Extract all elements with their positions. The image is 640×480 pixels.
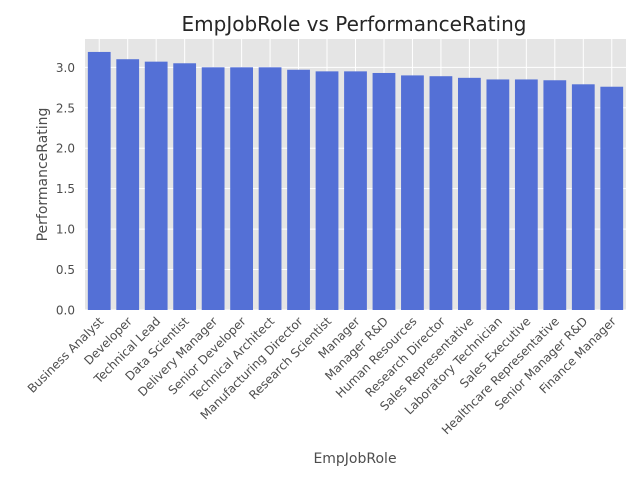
bar <box>600 86 624 310</box>
y-tick-label: 0.5 <box>56 263 75 277</box>
bar <box>458 77 481 310</box>
y-tick-label: 1.0 <box>56 223 75 237</box>
bar <box>571 84 595 311</box>
bar <box>372 72 396 310</box>
y-tick-label: 2.5 <box>56 101 75 115</box>
bar <box>543 80 567 310</box>
bar <box>287 69 310 310</box>
bar <box>514 79 538 311</box>
y-tick-label: 1.5 <box>56 182 75 196</box>
x-axis-label: EmpJobRole <box>313 451 396 467</box>
chart-title: EmpJobRole vs PerformanceRating <box>182 12 527 36</box>
y-tick-labels: 0.0 0.5 1.0 1.5 2.0 2.5 3.0 <box>56 61 75 318</box>
bar <box>344 71 367 310</box>
y-tick-label: 2.0 <box>56 142 75 156</box>
bars <box>87 51 624 311</box>
bar <box>173 63 197 310</box>
bar <box>116 59 140 311</box>
bar <box>429 76 453 310</box>
bar <box>230 67 253 310</box>
bar <box>201 67 225 310</box>
bar <box>87 51 111 310</box>
bar <box>401 75 424 310</box>
bar <box>258 67 282 310</box>
y-tick-label: 3.0 <box>56 61 75 75</box>
bar <box>315 71 339 310</box>
bar <box>486 79 510 311</box>
bar <box>144 61 168 311</box>
y-tick-label: 0.0 <box>56 304 75 318</box>
y-axis-label: PerformanceRating <box>35 108 51 242</box>
